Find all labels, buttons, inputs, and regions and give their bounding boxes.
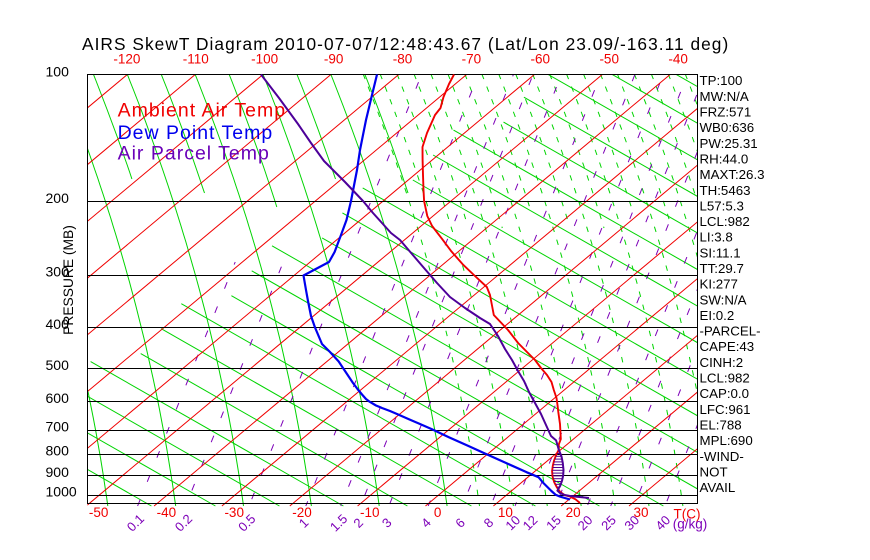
svg-text:FRZ:571: FRZ:571 [700, 105, 752, 120]
svg-text:-50: -50 [599, 52, 619, 67]
svg-text:PW:25.31: PW:25.31 [700, 136, 758, 151]
svg-text:AVAIL: AVAIL [700, 480, 736, 495]
svg-text:-120: -120 [113, 52, 140, 67]
svg-text:SI:11.1: SI:11.1 [700, 245, 741, 260]
svg-text:600: 600 [46, 390, 70, 406]
svg-text:400: 400 [46, 316, 70, 332]
svg-text:WB0:636: WB0:636 [700, 120, 755, 135]
svg-text:TT:29.7: TT:29.7 [700, 261, 744, 276]
svg-text:20: 20 [566, 505, 581, 520]
svg-text:700: 700 [46, 418, 70, 434]
svg-text:-20: -20 [292, 505, 312, 520]
svg-text:MW:N/A: MW:N/A [700, 89, 749, 104]
svg-text:MPL:690: MPL:690 [700, 433, 753, 448]
svg-text:-110: -110 [183, 52, 209, 67]
svg-text:-60: -60 [531, 52, 551, 67]
svg-text:-PARCEL-: -PARCEL- [700, 324, 761, 339]
svg-text:EL:788: EL:788 [700, 418, 742, 433]
svg-text:-10: -10 [360, 505, 380, 520]
svg-text:NOT: NOT [700, 464, 728, 479]
svg-text:Dew Point Temp: Dew Point Temp [118, 122, 274, 144]
svg-text:-70: -70 [462, 52, 482, 67]
svg-text:300: 300 [46, 264, 70, 280]
svg-text:LCL:982: LCL:982 [700, 214, 750, 229]
svg-text:PRESSURE (MB): PRESSURE (MB) [61, 225, 76, 335]
svg-text:-40: -40 [668, 52, 688, 67]
svg-text:CINH:2: CINH:2 [700, 355, 744, 370]
svg-text:-50: -50 [89, 505, 109, 520]
svg-text:AIRS SkewT Diagram 2010-07-07/: AIRS SkewT Diagram 2010-07-07/12:48:43.6… [82, 34, 729, 54]
svg-text:0: 0 [434, 505, 442, 520]
svg-text:10: 10 [498, 505, 513, 520]
svg-text:900: 900 [46, 464, 70, 480]
svg-text:200: 200 [46, 190, 70, 206]
svg-text:-100: -100 [251, 52, 278, 67]
svg-text:T(C): T(C) [674, 507, 701, 522]
svg-text:-90: -90 [324, 52, 344, 67]
svg-text:1000: 1000 [46, 483, 77, 499]
svg-text:500: 500 [46, 357, 70, 373]
svg-text:LI:3.8: LI:3.8 [700, 230, 733, 245]
svg-text:(g/kg): (g/kg) [673, 517, 708, 532]
svg-text:CAPE:43: CAPE:43 [700, 339, 755, 354]
svg-text:Air Parcel Temp: Air Parcel Temp [118, 143, 270, 165]
svg-text:EI:0.2: EI:0.2 [700, 308, 735, 323]
svg-text:30: 30 [633, 505, 648, 520]
svg-text:TH:5463: TH:5463 [700, 183, 751, 198]
svg-text:MAXT:26.3: MAXT:26.3 [700, 167, 765, 182]
svg-text:TP:100: TP:100 [700, 73, 743, 88]
svg-text:L57:5.3: L57:5.3 [700, 198, 744, 213]
svg-text:LFC:961: LFC:961 [700, 402, 751, 417]
svg-text:RH:44.0: RH:44.0 [700, 151, 749, 166]
svg-text:Ambient Air Temp: Ambient Air Temp [118, 100, 286, 122]
svg-text:KI:277: KI:277 [700, 277, 738, 292]
svg-text:-80: -80 [393, 52, 413, 67]
svg-text:-WIND-: -WIND- [700, 449, 744, 464]
svg-text:SW:N/A: SW:N/A [700, 292, 747, 307]
svg-text:800: 800 [46, 443, 70, 459]
svg-text:-40: -40 [157, 505, 177, 520]
svg-text:100: 100 [46, 63, 70, 79]
svg-text:-30: -30 [224, 505, 244, 520]
svg-text:LCL:982: LCL:982 [700, 371, 750, 386]
svg-text:CAP:0.0: CAP:0.0 [700, 386, 750, 401]
